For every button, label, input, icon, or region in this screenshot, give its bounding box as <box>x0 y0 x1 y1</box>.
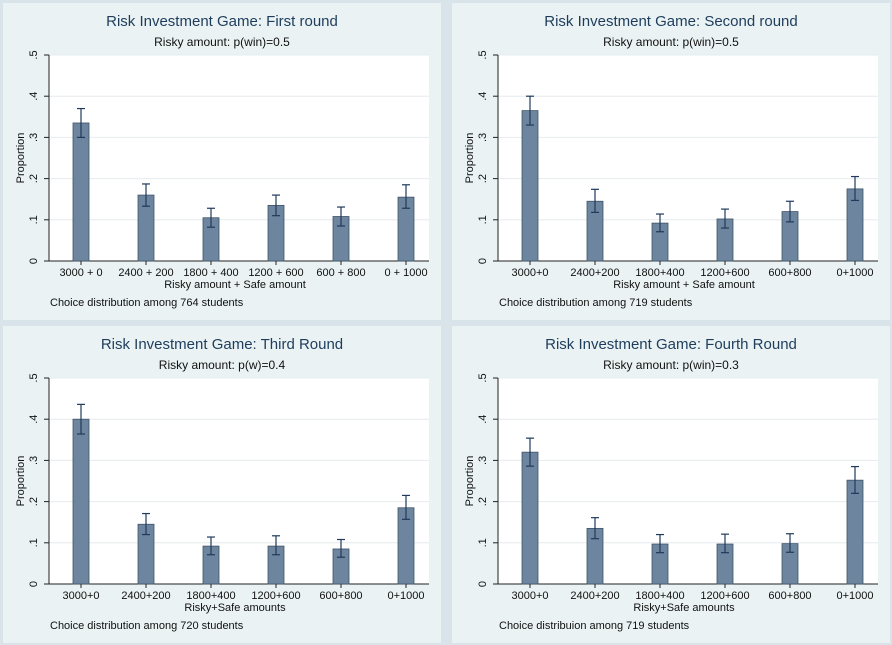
y-tick-label: .4 <box>477 415 489 424</box>
x-tick-label: 1200+600 <box>700 267 749 279</box>
y-tick-label: .1 <box>477 215 489 224</box>
chart-plot: 0 .1 .2 .3 .4 .5 Proportion 3000+0 2400+200 1800+… <box>464 50 878 291</box>
x-tick-label: 2400+200 <box>570 267 619 279</box>
chart-plot: 0 .1 .2 .3 .4 .5 Proportion 3000+0 2400+200 1800+… <box>464 373 878 614</box>
x-tick-label: 600 + 800 <box>316 267 365 279</box>
y-tick-label: 0 <box>477 581 489 587</box>
chart-plot: 0 .1 .2 .3 .4 .5 Proportion 3000+0 2400+200 1800+… <box>15 373 429 614</box>
y-tick-label: .4 <box>28 92 40 101</box>
x-axis-label: Risky amount + Safe amount <box>164 279 306 291</box>
x-tick-label: 3000+0 <box>511 590 548 602</box>
x-tick-label: 0+1000 <box>387 590 424 602</box>
chart-subtitle: Risky amount: p(win)=0.5 <box>154 35 290 49</box>
y-tick-label: .2 <box>477 174 489 183</box>
y-tick-label: .5 <box>28 50 40 59</box>
y-tick-label: .1 <box>477 538 489 547</box>
x-tick-label: 2400+200 <box>570 590 619 602</box>
x-tick-label: 0+1000 <box>836 590 873 602</box>
y-axis-label: Proportion <box>464 133 476 184</box>
x-tick-label: 600+800 <box>768 267 811 279</box>
x-tick-label: 2400+200 <box>121 590 170 602</box>
y-tick-label: 0 <box>477 258 489 264</box>
x-tick-label: 1800+400 <box>635 267 684 279</box>
chart-title: Risk Investment Game: Second round <box>544 13 798 30</box>
chart-title: Risk Investment Game: Fourth Round <box>545 336 797 353</box>
chart-subtitle: Risky amount: p(win)=0.3 <box>603 358 739 372</box>
chart-title: Risk Investment Game: First round <box>106 13 338 30</box>
bar <box>521 451 539 585</box>
x-tick-label: 0+1000 <box>836 267 873 279</box>
bar <box>521 110 539 262</box>
chart-note: Choice distribution among 719 students <box>499 297 693 309</box>
y-tick-label: .1 <box>28 538 40 547</box>
y-tick-label: .5 <box>477 373 489 382</box>
y-tick-label: .2 <box>477 497 489 506</box>
plot-area <box>49 378 429 584</box>
x-tick-label: 0 + 1000 <box>384 267 427 279</box>
x-tick-label: 600+800 <box>319 590 362 602</box>
y-tick-label: .3 <box>477 133 489 142</box>
x-axis-label: Risky+Safe amounts <box>633 602 735 614</box>
plot-area <box>498 55 878 261</box>
x-tick-label: 2400 + 200 <box>118 267 173 279</box>
chart-panel-round-1: Risk Investment Game: First round Risky … <box>3 3 441 320</box>
plot-area <box>498 378 878 584</box>
x-tick-label: 1800+400 <box>186 590 235 602</box>
x-tick-label: 1200 + 600 <box>248 267 303 279</box>
chart-subtitle: Risky amount: p(win)=0.5 <box>603 35 739 49</box>
chart-panel-round-4: Risk Investment Game: Fourth Round Risky… <box>452 326 890 643</box>
x-tick-label: 1200+600 <box>700 590 749 602</box>
y-tick-label: .4 <box>477 92 489 101</box>
x-tick-label: 600+800 <box>768 590 811 602</box>
y-tick-label: .5 <box>477 50 489 59</box>
chart-note: Choice distribution among 764 students <box>50 297 244 309</box>
y-tick-label: 0 <box>28 258 40 264</box>
y-tick-label: .1 <box>28 215 40 224</box>
y-axis-label: Proportion <box>15 456 27 507</box>
y-tick-label: 0 <box>28 581 40 587</box>
chart-title: Risk Investment Game: Third Round <box>100 336 344 353</box>
y-tick-label: .4 <box>28 415 40 424</box>
x-tick-label: 1200+600 <box>251 590 300 602</box>
y-axis-label: Proportion <box>464 456 476 507</box>
chart-subtitle: Risky amount: p(w)=0.4 <box>158 358 286 372</box>
y-tick-label: .3 <box>28 456 40 465</box>
y-tick-label: .2 <box>28 174 40 183</box>
y-tick-label: .3 <box>477 456 489 465</box>
x-tick-label: 1800+400 <box>635 590 684 602</box>
y-axis-label: Proportion <box>15 133 27 184</box>
y-tick-label: .5 <box>28 373 40 382</box>
bar <box>72 418 90 585</box>
x-axis-label: Risky+Safe amounts <box>184 602 286 614</box>
x-axis-label: Risky amount + Safe amount <box>613 279 755 291</box>
chart-panel-round-2: Risk Investment Game: Second round Risky… <box>452 3 890 320</box>
x-tick-label: 3000 + 0 <box>59 267 102 279</box>
x-tick-label: 3000+0 <box>511 267 548 279</box>
chart-note: Choice distribution among 720 students <box>50 620 244 632</box>
y-tick-label: .3 <box>28 133 40 142</box>
x-tick-label: 1800 + 400 <box>183 267 238 279</box>
y-tick-label: .2 <box>28 497 40 506</box>
bar <box>846 479 864 585</box>
chart-plot: 0 .1 .2 .3 .4 .5 Proportion 3000 + 0 2400 + 200 1… <box>15 50 429 291</box>
bar <box>72 122 90 262</box>
plot-area <box>49 55 429 261</box>
chart-panel-round-3: Risk Investment Game: Third Round Risky … <box>3 326 441 643</box>
x-tick-label: 3000+0 <box>62 590 99 602</box>
chart-note: Choice distribuion among 719 students <box>499 620 690 632</box>
